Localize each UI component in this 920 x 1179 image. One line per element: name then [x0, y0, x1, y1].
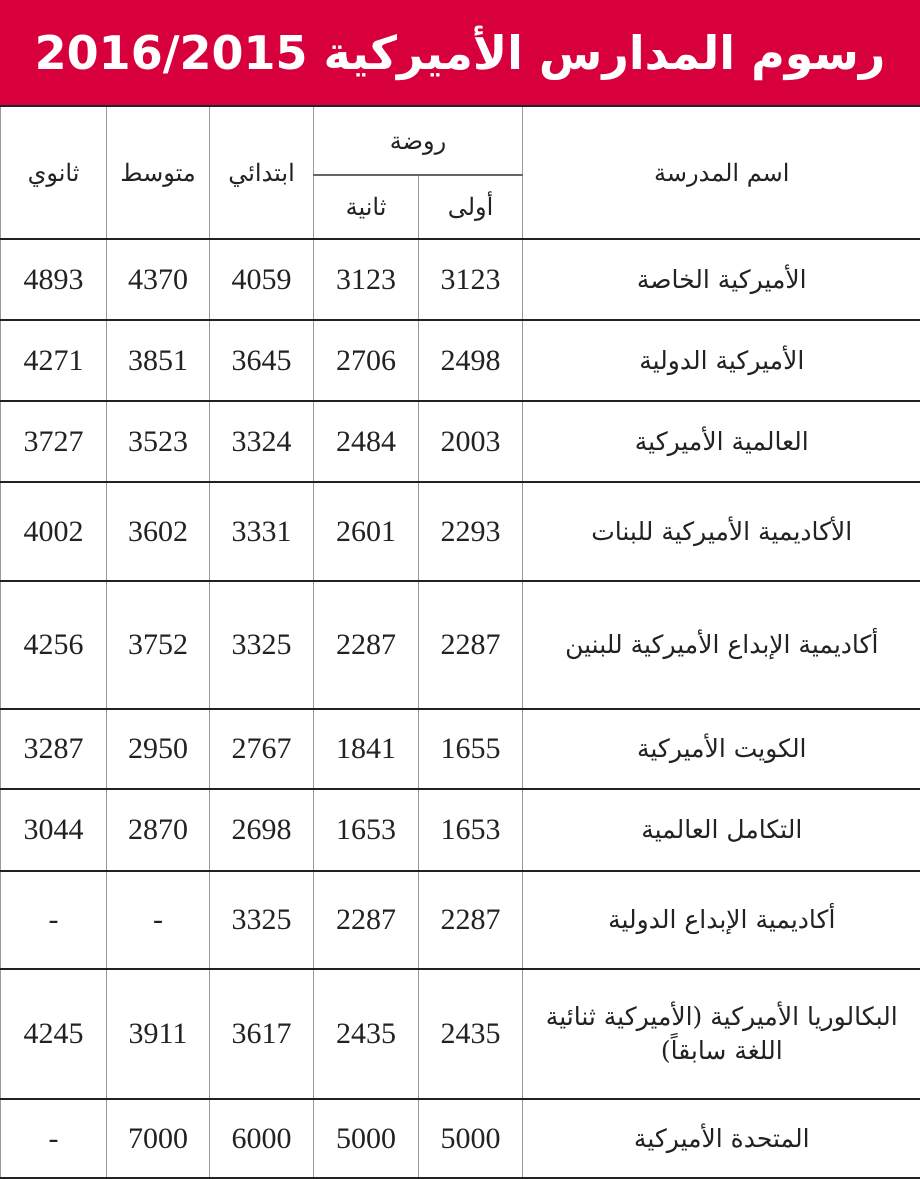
kg2-fee: 1653 — [313, 789, 419, 871]
school-name: التكامل العالمية — [522, 789, 920, 871]
kg2-fee: 2484 — [313, 401, 419, 482]
kg1-fee: 1655 — [418, 709, 523, 789]
middle-fee: 3851 — [106, 320, 210, 401]
secondary-fee: 3044 — [0, 789, 107, 871]
school-name: المتحدة الأميركية — [522, 1099, 920, 1178]
kg2-fee: 2435 — [313, 969, 419, 1099]
school-name: الأميركية الخاصة — [522, 239, 920, 320]
middle-fee: 4370 — [106, 239, 210, 320]
header-kg: روضة — [313, 107, 523, 176]
table-row: الأميركية الخاصة 3123 3123 4059 4370 4893 — [0, 239, 920, 320]
school-name: أكاديمية الإبداع الدولية — [522, 871, 920, 969]
middle-fee: 3523 — [106, 401, 210, 482]
kg1-fee: 2287 — [418, 871, 523, 969]
page-title: رسوم المدارس الأميركية 2016/2015 — [0, 0, 920, 107]
primary-fee: 3325 — [209, 581, 314, 709]
kg2-fee: 2287 — [313, 871, 419, 969]
school-name: أكاديمية الإبداع الأميركية للبنين — [522, 581, 920, 709]
middle-fee: 2870 — [106, 789, 210, 871]
table-row: البكالوريا الأميركية (الأميركية ثنائية ا… — [0, 969, 920, 1099]
school-name: العالمية الأميركية — [522, 401, 920, 482]
school-name: الكويت الأميركية — [522, 709, 920, 789]
table-row: الكويت الأميركية 1655 1841 2767 2950 3287 — [0, 709, 920, 789]
middle-fee: 2950 — [106, 709, 210, 789]
primary-fee: 3325 — [209, 871, 314, 969]
kg1-fee: 1653 — [418, 789, 523, 871]
primary-fee: 3331 — [209, 482, 314, 581]
primary-fee: 2767 — [209, 709, 314, 789]
kg2-fee: 3123 — [313, 239, 419, 320]
middle-fee: 3602 — [106, 482, 210, 581]
secondary-fee: 4002 — [0, 482, 107, 581]
kg2-fee: 2287 — [313, 581, 419, 709]
kg1-fee: 2498 — [418, 320, 523, 401]
table-row: الأكاديمية الأميركية للبنات 2293 2601 3331 3… — [0, 482, 920, 581]
header-secondary: ثانوي — [0, 107, 107, 239]
primary-fee: 6000 — [209, 1099, 314, 1178]
secondary-fee: 4271 — [0, 320, 107, 401]
kg1-fee: 3123 — [418, 239, 523, 320]
header-kg1: أولى — [418, 175, 523, 239]
middle-fee: 3752 — [106, 581, 210, 709]
secondary-fee: - — [0, 1099, 107, 1178]
primary-fee: 2698 — [209, 789, 314, 871]
primary-fee: 3645 — [209, 320, 314, 401]
kg1-fee: 2287 — [418, 581, 523, 709]
kg1-fee: 2003 — [418, 401, 523, 482]
table-row: العالمية الأميركية 2003 2484 3324 3523 3727 — [0, 401, 920, 482]
table-row: أكاديمية الإبداع الأميركية للبنين 2287 228… — [0, 581, 920, 709]
school-name: الأميركية الدولية — [522, 320, 920, 401]
secondary-fee: - — [0, 871, 107, 969]
kg2-fee: 5000 — [313, 1099, 419, 1178]
kg2-fee: 2601 — [313, 482, 419, 581]
table-row: المتحدة الأميركية 5000 5000 6000 7000- — [0, 1099, 920, 1178]
table-row: الأميركية الدولية 2498 2706 3645 3851 4271 — [0, 320, 920, 401]
secondary-fee: 4256 — [0, 581, 107, 709]
secondary-fee: 3727 — [0, 401, 107, 482]
kg2-fee: 2706 — [313, 320, 419, 401]
kg1-fee: 2293 — [418, 482, 523, 581]
secondary-fee: 4245 — [0, 969, 107, 1099]
secondary-fee: 4893 — [0, 239, 107, 320]
primary-fee: 4059 — [209, 239, 314, 320]
kg1-fee: 5000 — [418, 1099, 523, 1178]
school-name: البكالوريا الأميركية (الأميركية ثنائية ا… — [522, 969, 920, 1099]
kg1-fee: 2435 — [418, 969, 523, 1099]
header-middle: متوسط — [106, 107, 210, 239]
primary-fee: 3617 — [209, 969, 314, 1099]
primary-fee: 3324 — [209, 401, 314, 482]
header-kg2: ثانية — [313, 175, 419, 239]
header-primary: ابتدائي — [209, 107, 314, 239]
kg2-fee: 1841 — [313, 709, 419, 789]
table-row: التكامل العالمية 1653 1653 2698 2870 3044 — [0, 789, 920, 871]
middle-fee: - — [106, 871, 210, 969]
secondary-fee: 3287 — [0, 709, 107, 789]
fees-table: اسم المدرسة روضة ابتدائي متوسط ثانوي أول… — [0, 107, 920, 1179]
table-row: أكاديمية الإبداع الدولية 2287 2287 3325- - — [0, 871, 920, 969]
middle-fee: 7000 — [106, 1099, 210, 1178]
header-school: اسم المدرسة — [522, 107, 920, 239]
middle-fee: 3911 — [106, 969, 210, 1099]
school-name: الأكاديمية الأميركية للبنات — [522, 482, 920, 581]
